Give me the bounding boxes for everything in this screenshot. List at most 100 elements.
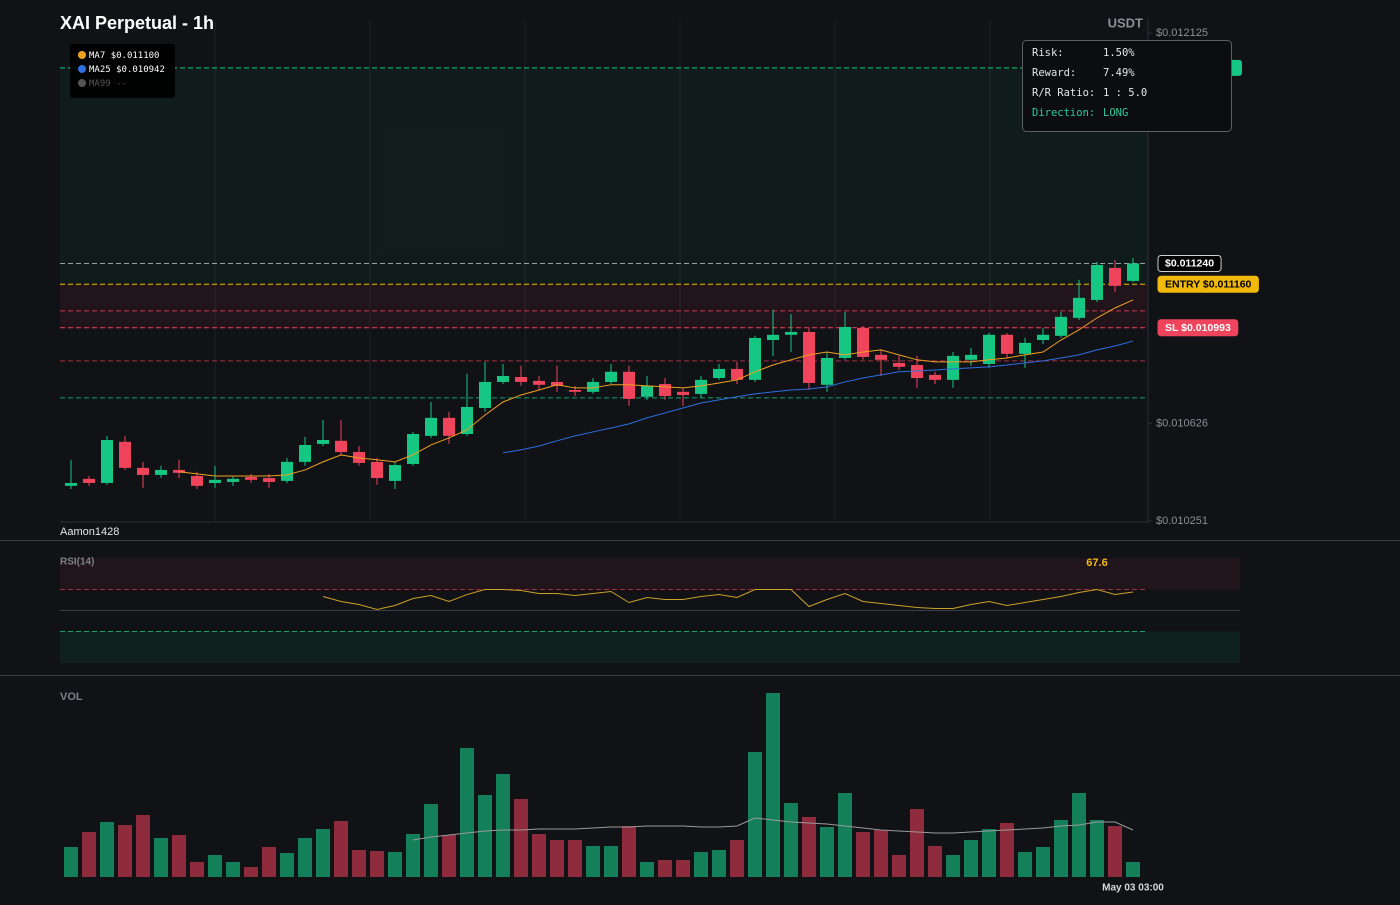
price-zone [60,284,1148,328]
candle-body [695,379,707,394]
volume-bar [1108,826,1122,877]
legend-name: MA25 [89,65,111,75]
rsi-value-label: 67.6 [1086,557,1107,569]
volume-bar [154,838,168,877]
candle-body [353,451,365,463]
legend-entry: MA99 -- [89,79,127,89]
candle-body [155,469,167,475]
legend-entry: MA7 $0.011100 [89,51,159,61]
rsi-title: RSI(14) [60,557,94,568]
volume-bar [982,829,996,877]
legend-entry: MA25 $0.010942 [89,65,165,75]
volume-bar [712,850,726,877]
volume-bar [856,832,870,877]
volume-bar [1090,820,1104,877]
volume-bar [334,821,348,877]
volume-bar [676,860,690,877]
volume-bar [910,809,924,877]
info-label: Reward: [1032,67,1076,79]
candle-body [173,469,185,473]
volume-bar [568,840,582,877]
volume-bar [226,862,240,877]
volume-bar [190,862,204,877]
volume-bar [838,793,852,877]
candle-body [731,368,743,380]
volume-bar [892,855,906,877]
chart-title: XAI Perpetual - 1h [60,13,214,33]
volume-bar [442,835,456,877]
volume-bar [946,855,960,877]
volume-bar [298,838,312,877]
volume-bar [802,817,816,877]
candle-body [605,371,617,382]
candle-body [479,381,491,408]
candle-body [623,371,635,399]
candle-body [1001,334,1013,354]
candle-body [857,328,869,357]
legend-value: $0.011100 [111,51,160,61]
x-tick-label: May 03 03:00 [1102,883,1164,894]
ma-line [502,340,1134,454]
candle-body [533,380,545,385]
volume-bar [208,855,222,877]
volume-ma-line [412,817,1134,841]
price-zone [60,67,1148,285]
ma-line [178,299,1134,477]
candle-body [1091,265,1103,300]
info-value: 7.49% [1103,67,1135,79]
price-marker-label: ENTRY $0.011160 [1165,279,1252,291]
candle-body [893,362,905,367]
candle-body [389,465,401,481]
volume-bar [406,834,420,877]
candle-body [119,441,131,468]
volume-bar [280,853,294,877]
legend-swatch [78,51,86,59]
volume-bar [730,840,744,877]
candle-body [317,440,329,444]
legend-swatch [78,79,86,87]
candle-body [839,326,851,358]
info-label: R/R Ratio: [1032,87,1095,99]
volume-bar [388,852,402,877]
candle-body [551,381,563,386]
candle-body [515,376,527,382]
legend-name: MA99 [89,79,111,89]
currency-label: USDT [1108,15,1143,30]
candle-body [497,375,509,382]
volume-bar [82,832,96,877]
volume-bar [424,804,438,877]
volume-bar [316,829,330,877]
candle-body [929,374,941,380]
candle-body [713,368,725,379]
volume-bar [748,752,762,877]
candle-body [1127,263,1139,281]
volume-bar [622,826,636,877]
volume-bar [496,774,510,877]
candle-body [875,354,887,360]
candle-body [983,334,995,364]
candle-body [443,417,455,436]
rsi-line [322,588,1134,610]
legend-swatch [78,65,86,73]
info-label: Risk: [1032,47,1064,59]
candle-body [1037,334,1049,341]
candle-body [1055,316,1067,336]
price-marker [1157,319,1239,337]
legend-value: $0.010942 [116,65,165,75]
candle-body [101,440,113,483]
candle-body [641,385,653,397]
volume-bar [262,847,276,877]
background-layer [0,20,1400,676]
volume-bar [1000,823,1014,877]
candle-body [425,417,437,436]
candle-body [749,337,761,380]
info-value: LONG [1103,107,1128,119]
candle-body [263,478,275,482]
candle-body [191,475,203,486]
legend-name: MA7 [89,51,105,61]
volume-bar [1072,793,1086,877]
volume-bar [784,803,798,877]
y-tick-label: $0.010626 [1156,417,1208,429]
